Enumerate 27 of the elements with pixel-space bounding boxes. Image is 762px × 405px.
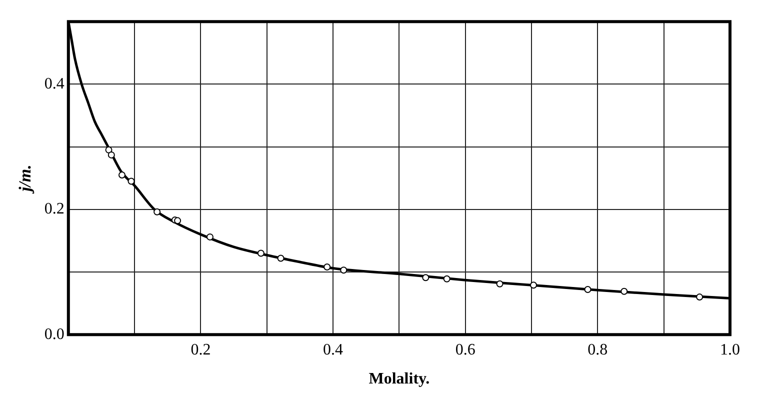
point bbox=[118, 171, 126, 178]
point bbox=[443, 275, 450, 282]
point bbox=[277, 254, 284, 262]
y-tick-label: 0.2 bbox=[44, 200, 64, 218]
point bbox=[108, 151, 115, 158]
point bbox=[696, 294, 704, 301]
x-tick-label: 0.4 bbox=[323, 341, 344, 358]
point bbox=[422, 274, 430, 282]
point bbox=[530, 282, 538, 289]
point bbox=[324, 263, 331, 270]
point bbox=[206, 233, 214, 240]
point bbox=[340, 266, 348, 274]
point bbox=[257, 250, 264, 257]
y-tick-label: 0.4 bbox=[44, 75, 64, 92]
x-tick-label: 0.2 bbox=[190, 341, 211, 358]
point bbox=[584, 286, 592, 294]
point bbox=[174, 217, 182, 224]
x-tick-label: 0.8 bbox=[588, 341, 608, 358]
point bbox=[128, 178, 135, 185]
y-tick-label: 0.0 bbox=[44, 326, 64, 343]
point bbox=[496, 280, 504, 288]
x-tick-label: 0.6 bbox=[455, 341, 476, 358]
x-tick-label: 1.0 bbox=[720, 341, 740, 358]
x-axis-title: Molality. bbox=[368, 370, 430, 388]
y-axis-title: j/m. bbox=[16, 164, 35, 195]
point bbox=[620, 288, 628, 295]
point bbox=[154, 208, 161, 216]
